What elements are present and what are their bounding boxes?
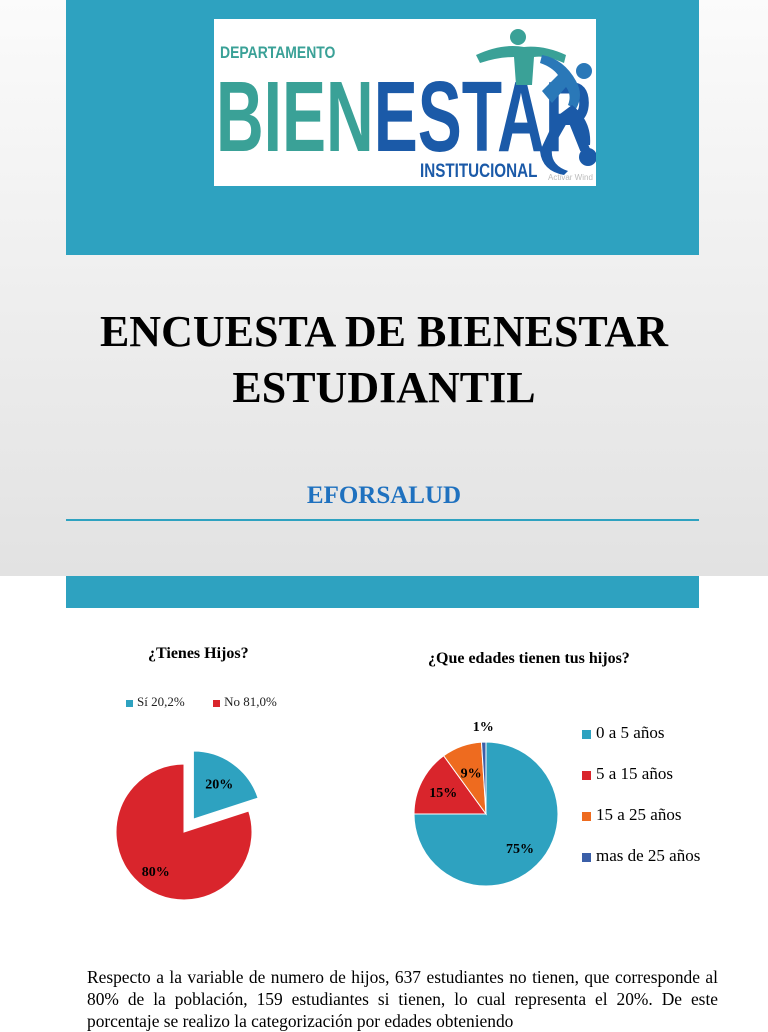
chart2-title: ¿Que edades tienen tus hijos?: [428, 650, 630, 667]
pie-slice: [413, 755, 487, 815]
pie-data-label: 75%: [506, 842, 534, 857]
chart2-legend-label: 15 a 25 años: [596, 805, 682, 824]
chart2-legend-label: 0 a 5 años: [596, 723, 665, 742]
pie-data-label: 9%: [461, 767, 482, 782]
chart2-legend-label: mas de 25 años: [596, 846, 701, 865]
chart2-legend-swatch: [582, 770, 591, 780]
logo-department-text: DEPARTAMENTO: [220, 43, 336, 62]
survey-title-line1: ENCUESTA DE BIENESTAR: [99, 307, 669, 356]
survey-subtitle: EFORSALUD: [306, 482, 462, 509]
results-paragraph: Respecto a la variable de numero de hijo…: [87, 967, 718, 1031]
survey-title-line2: ESTUDIANTIL: [232, 363, 536, 412]
pie-data-label: 20%: [205, 777, 233, 792]
header-banner: DEPARTAMENTO BIENESTAR INSTITUCIONAL Act…: [66, 0, 699, 255]
bienestar-logo: DEPARTAMENTO BIENESTAR INSTITUCIONAL Act…: [214, 19, 596, 186]
chart2-legend-item: 5 a 15 años: [582, 764, 700, 805]
chart2-legend-item: 15 a 25 años: [582, 805, 700, 846]
chart2-legend-swatch: [582, 811, 591, 821]
title-divider: [66, 519, 699, 521]
pie-slice: [480, 741, 487, 815]
chart1-pie: 20% 80%: [115, 750, 259, 901]
logo-institutional-text: INSTITUCIONAL: [420, 161, 538, 182]
chart2-legend-swatch: [582, 852, 591, 862]
pie-slice: [115, 763, 253, 901]
chart1-title: ¿Tienes Hijos?: [148, 645, 249, 662]
chart1-legend-item: No 81,0%: [213, 694, 277, 709]
pie-data-label: 1%: [473, 720, 494, 735]
chart1-legend-swatch: [213, 699, 221, 707]
pie-slice: [192, 750, 259, 820]
chart1-legend-label: No 81,0%: [224, 694, 277, 709]
title-slide: DEPARTAMENTO BIENESTAR INSTITUCIONAL Act…: [0, 0, 768, 576]
survey-title: ENCUESTA DE BIENESTAR ESTUDIANTIL: [0, 304, 768, 416]
chart1-legend-label: Sí 20,2%: [137, 694, 185, 709]
chart2-legend-item: 0 a 5 años: [582, 723, 700, 764]
pie-data-label: 80%: [142, 865, 170, 880]
chart1-legend: Sí 20,2% No 81,0%: [126, 694, 277, 710]
chart2-legend: 0 a 5 años 5 a 15 años 15 a 25 años mas …: [582, 723, 700, 887]
header-bar: [66, 576, 699, 608]
chart2-pie: 75% 15% 9% 1%: [413, 720, 559, 887]
chart2-legend-label: 5 a 15 años: [596, 764, 673, 783]
results-slide: ¿Tienes Hijos? Sí 20,2% No 81,0% 20% 80% …: [0, 576, 768, 1031]
chart2-legend-swatch: [582, 729, 591, 739]
chart1-legend-item: Sí 20,2%: [126, 694, 185, 709]
chart1-legend-swatch: [126, 699, 133, 707]
pie-data-label: 15%: [429, 786, 457, 801]
activation-watermark: Activar Wind: [548, 173, 593, 182]
chart2-legend-item: mas de 25 años: [582, 846, 700, 887]
people-figures-icon: [476, 29, 596, 175]
logo-main-part1: BIEN: [216, 61, 374, 173]
